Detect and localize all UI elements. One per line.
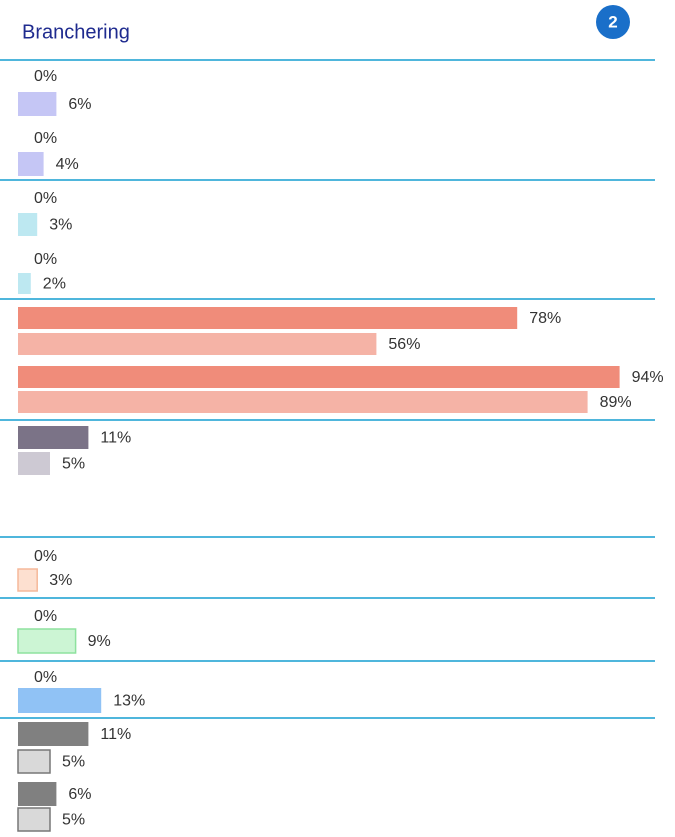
value-label: 0%	[34, 608, 57, 625]
value-label: 78%	[529, 310, 561, 327]
bar	[18, 452, 50, 475]
value-label: 0%	[34, 68, 57, 85]
badge	[596, 5, 630, 39]
value-label: 56%	[388, 336, 420, 353]
value-label: 5%	[62, 754, 85, 771]
bar	[18, 688, 102, 713]
value-label: 6%	[68, 786, 91, 803]
value-label: 11%	[100, 726, 131, 743]
bar	[18, 152, 44, 176]
value-label: 13%	[113, 693, 145, 710]
value-label: 9%	[88, 633, 111, 650]
value-label: 3%	[49, 217, 72, 234]
value-label: 89%	[600, 394, 632, 411]
value-label: 0%	[34, 548, 57, 565]
bar	[18, 307, 518, 329]
value-label: 5%	[62, 812, 85, 829]
bar	[17, 749, 51, 774]
value-label: 3%	[49, 572, 72, 589]
value-label: 5%	[62, 456, 85, 473]
value-label: 0%	[34, 251, 57, 268]
value-label: 0%	[34, 130, 57, 147]
value-label: 0%	[34, 669, 57, 686]
bar	[18, 426, 89, 449]
bar	[17, 568, 38, 592]
value-label: 4%	[56, 156, 79, 173]
value-label: 11%	[100, 430, 131, 447]
bar	[17, 807, 51, 832]
bar	[18, 333, 377, 355]
bar	[18, 366, 620, 388]
value-label: 0%	[34, 190, 57, 207]
bar	[18, 391, 588, 413]
bar	[18, 213, 38, 236]
bar	[18, 782, 57, 806]
section-title: Branchering	[22, 21, 130, 43]
bar	[18, 722, 89, 746]
badge-number: 2	[608, 12, 617, 31]
value-label: 94%	[632, 369, 664, 386]
bar	[17, 628, 77, 654]
bar	[18, 273, 31, 294]
value-label: 2%	[43, 276, 66, 293]
bar	[18, 92, 57, 116]
value-label: 6%	[68, 96, 91, 113]
